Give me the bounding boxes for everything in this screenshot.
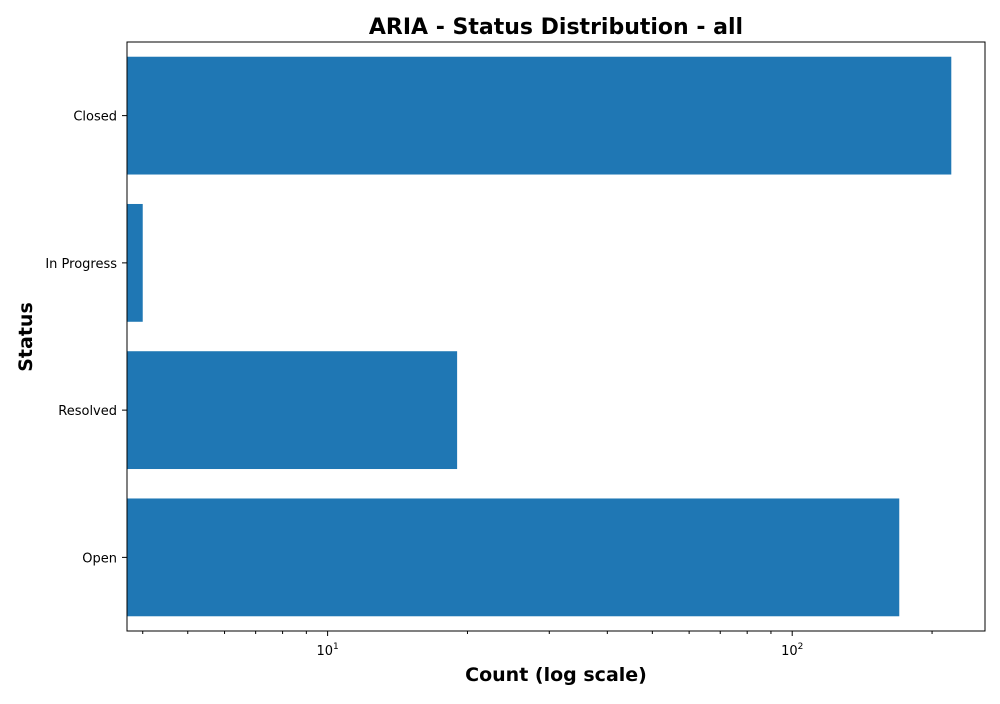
- x-tick-label-base: 10: [781, 644, 798, 659]
- bar-closed: [127, 56, 952, 175]
- x-axis-label: Count (log scale): [465, 664, 647, 686]
- x-tick-label-exponent: 1: [333, 642, 339, 652]
- x-tick-label: 102: [781, 642, 803, 659]
- x-tick-label: 101: [316, 642, 338, 659]
- bar-in-progress: [127, 203, 143, 322]
- x-tick-label-base: 10: [316, 644, 333, 659]
- y-tick-label-in-progress: In Progress: [45, 257, 117, 272]
- bar-resolved: [127, 351, 458, 470]
- bars-layer: [127, 56, 952, 617]
- chart-title: ARIA - Status Distribution - all: [369, 15, 743, 40]
- plot-frame: [126, 41, 986, 632]
- y-tick-label-closed: Closed: [73, 110, 117, 125]
- x-tick-label-exponent: 2: [798, 642, 804, 652]
- y-tick-label-resolved: Resolved: [58, 404, 117, 419]
- bar-open: [127, 498, 900, 617]
- y-axis-label: Status: [15, 302, 37, 372]
- y-tick-label-open: Open: [82, 551, 117, 566]
